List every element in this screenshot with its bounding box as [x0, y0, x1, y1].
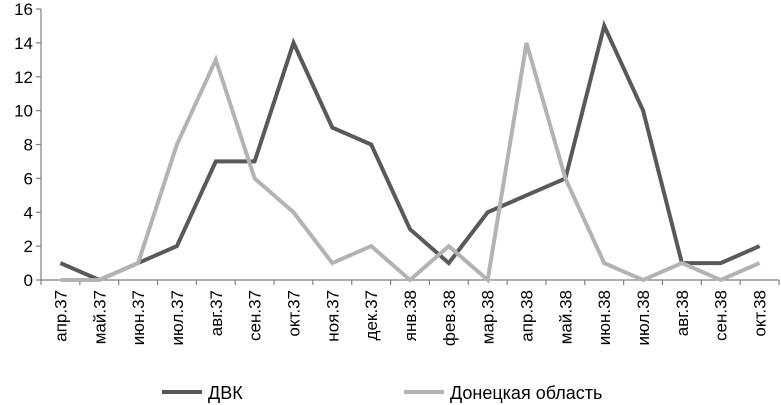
y-tick-label: 14: [14, 34, 33, 53]
x-tick-label: окт.37: [284, 290, 303, 337]
x-tick-label: ноя.37: [323, 290, 342, 342]
y-tick-label: 0: [24, 271, 33, 290]
y-tick-label: 6: [24, 169, 33, 188]
x-tick-label: май.38: [556, 290, 575, 344]
x-tick-label: мар.38: [479, 290, 498, 344]
series-line-1: [60, 42, 761, 284]
axes: [40, 9, 779, 281]
legend-label-1: Донецкая область: [450, 383, 602, 403]
y-tick-label: 10: [14, 102, 33, 121]
x-tick-label: янв.38: [401, 290, 420, 341]
y-tick-label: 4: [24, 203, 33, 222]
series-lines: [59, 19, 761, 284]
x-axis-ticks: апр.37 май.37 июн.37 июл.37 авг.37 сен.37 окт.…: [40, 280, 780, 346]
x-tick-label: июл.37: [168, 290, 187, 345]
x-tick-label: апр.38: [518, 290, 537, 342]
y-axis-ticks: 0 2 4 6 8 10 12 14 16: [14, 0, 41, 290]
y-tick-label: 2: [24, 237, 33, 256]
x-tick-label: июн.37: [129, 290, 148, 345]
legend-label-0: ДВК: [208, 383, 243, 403]
x-tick-label: апр.37: [51, 290, 70, 342]
series-line-0: [59, 19, 761, 283]
y-tick-label: 16: [14, 0, 33, 19]
x-tick-label: авг.37: [207, 290, 226, 336]
legend: ДВК Донецкая область: [162, 383, 602, 403]
y-tick-label: 12: [14, 68, 33, 87]
x-tick-label: сен.37: [246, 290, 265, 341]
x-tick-label: дек.37: [362, 290, 381, 340]
y-tick-label: 8: [24, 136, 33, 155]
x-tick-label: июн.38: [595, 290, 614, 345]
x-tick-label: авг.38: [673, 290, 692, 336]
x-tick-label: май.37: [90, 290, 109, 344]
x-tick-label: фев.38: [440, 290, 459, 346]
x-tick-label: сен.38: [712, 290, 731, 341]
x-tick-label: окт.38: [751, 290, 770, 337]
x-tick-label: июл.38: [634, 290, 653, 345]
